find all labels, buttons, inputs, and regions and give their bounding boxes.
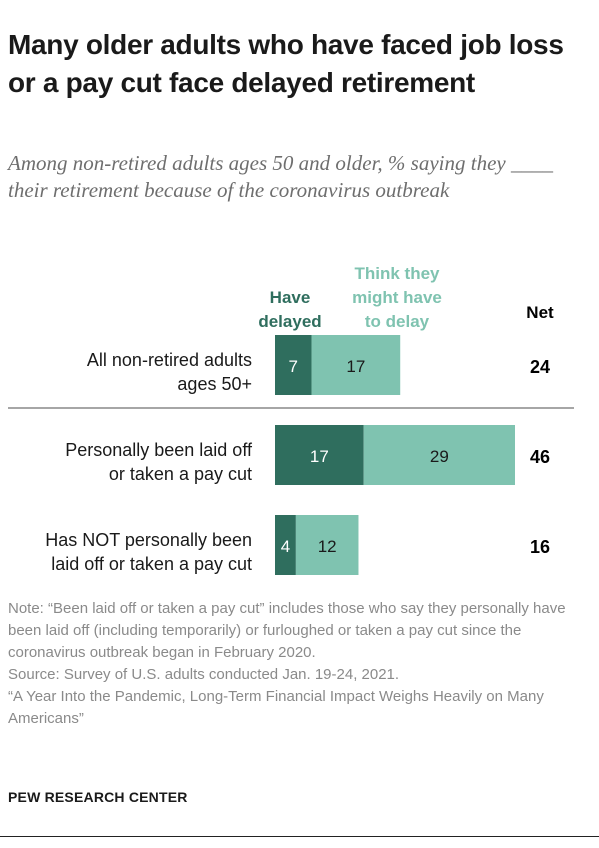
value-label-might-delay: 29	[430, 447, 449, 466]
value-label-have-delayed: 7	[289, 357, 298, 376]
bar-might-delay	[363, 425, 515, 485]
note-text: Note: “Been laid off or taken a pay cut”…	[8, 600, 566, 661]
bar-have-delayed	[275, 515, 296, 575]
bar-have-delayed	[275, 335, 312, 395]
source-text: Source: Survey of U.S. adults conducted …	[8, 666, 400, 683]
category-label: or taken a pay cut	[109, 464, 252, 484]
net-value-label: 16	[530, 537, 550, 557]
category-label: laid off or taken a pay cut	[51, 554, 252, 574]
brand-logo-text: PEW RESEARCH CENTER	[8, 789, 188, 805]
chart-subtitle: Among non-retired adults ages 50 and old…	[8, 151, 553, 202]
bar-might-delay	[311, 335, 401, 395]
category-label: All non-retired adults	[87, 350, 252, 370]
header-might-delay: might have	[352, 288, 442, 307]
header-might-delay: to delay	[365, 312, 430, 331]
category-label: Has NOT personally been	[45, 530, 252, 550]
bar-might-delay	[295, 515, 359, 575]
net-value-label: 24	[530, 357, 550, 377]
value-label-have-delayed: 17	[310, 447, 329, 466]
value-label-might-delay: 17	[346, 357, 365, 376]
bottom-divider	[0, 836, 599, 837]
category-label: Personally been laid off	[65, 440, 253, 460]
report-title-text: “A Year Into the Pandemic, Long-Term Fin…	[8, 688, 544, 727]
value-label-might-delay: 12	[318, 537, 337, 556]
header-have-delayed: Have	[270, 288, 311, 307]
value-label-have-delayed: 4	[281, 537, 290, 556]
net-value-label: 46	[530, 447, 550, 467]
bar-have-delayed	[275, 425, 364, 485]
notes-block: Note: “Been laid off or taken a pay cut”…	[8, 598, 593, 730]
category-label: ages 50+	[177, 374, 252, 394]
chart-title: Many older adults who have faced job los…	[8, 29, 564, 98]
header-have-delayed: delayed	[258, 312, 321, 331]
stacked-bar-chart: Have delayed Think they might have to delay N…	[8, 264, 574, 575]
header-net: Net	[526, 303, 554, 322]
header-might-delay: Think they	[354, 264, 440, 283]
